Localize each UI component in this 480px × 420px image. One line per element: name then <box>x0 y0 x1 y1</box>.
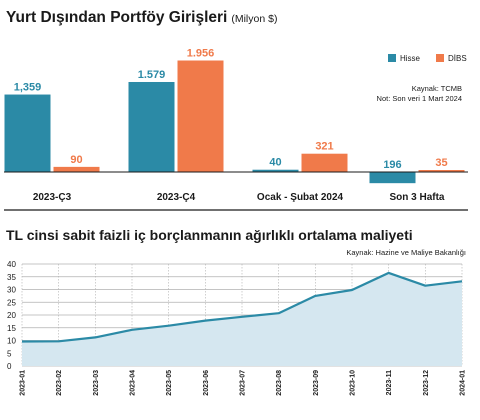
cost-line <box>21 271 463 343</box>
x-tick-label: 2023-10 <box>350 370 357 396</box>
source-note: Kaynak: TCMB <box>412 84 462 93</box>
x-tick-label: 2023-02 <box>56 370 63 396</box>
x-tick-label: 2023-04 <box>130 370 137 396</box>
chart-title-2: TL cinsi sabit faizli iç borçlanmanın ağ… <box>6 227 413 243</box>
x-tick-label: 2023-11 <box>386 370 393 395</box>
x-tick-label: 2023-06 <box>203 370 210 396</box>
bar-hisse-0 <box>4 94 51 172</box>
category-labels: 2023-Ç3 2023-Ç4 Ocak - Şubat 2024 Son 3 Haf… <box>33 192 445 203</box>
bar-value-label: 1.579 <box>138 69 166 81</box>
y-axis-ticks: 0 5 10 15 20 25 30 35 40 <box>7 260 16 371</box>
bar-dibs-3 <box>418 170 465 172</box>
x-axis-ticks: 2023-01 2023-02 2023-03 2023-04 2023-05 2023-… <box>20 370 467 396</box>
bar-hisse-2 <box>252 169 299 172</box>
category-label-3: Son 3 Hafta <box>389 192 444 203</box>
y-tick-label: 25 <box>7 298 16 307</box>
y-tick-label: 35 <box>7 273 16 282</box>
x-tick-label: 2023-12 <box>423 370 430 396</box>
category-label-0: 2023-Ç3 <box>33 192 72 203</box>
x-tick-label: 2024-01 <box>460 370 467 396</box>
y-tick-label: 5 <box>7 349 12 358</box>
bar-hisse-3 <box>369 172 416 184</box>
legend-swatch-hisse <box>388 54 396 62</box>
y-tick-label: 30 <box>7 286 16 295</box>
source-note-2: Kaynak: Hazine ve Maliye Bakanlığı <box>346 248 466 257</box>
x-tick-label: 2023-08 <box>276 370 283 396</box>
chart-title: Yurt Dışından Portföy Girişleri (Milyon $… <box>6 9 277 26</box>
x-tick-label: 2023-01 <box>20 370 27 396</box>
portfolio-inflows-chart: Yurt Dışından Portföy Girişleri (Milyon $… <box>4 9 468 211</box>
legend-label-hisse: Hisse <box>400 54 421 63</box>
bar-value-label: 40 <box>269 157 281 169</box>
legend-swatch-dibs <box>436 54 444 62</box>
bar-dibs-2 <box>301 153 348 172</box>
area-fill <box>22 272 462 366</box>
bar-value-label: 196 <box>383 159 401 171</box>
date-note: Not: Son veri 1 Mart 2024 <box>377 94 462 103</box>
bar-group: 1,359 90 1.579 1.956 40 321 196 35 <box>4 48 465 184</box>
y-tick-label: 15 <box>7 324 16 333</box>
bar-value-label: 321 <box>315 141 333 153</box>
bar-value-label: 90 <box>70 154 82 166</box>
category-label-2: Ocak - Şubat 2024 <box>257 192 344 203</box>
y-tick-label: 10 <box>7 337 16 346</box>
bar-value-label: 35 <box>435 157 447 169</box>
y-tick-label: 20 <box>7 311 16 320</box>
y-tick-label: 40 <box>7 260 16 269</box>
bar-value-label: 1,359 <box>14 82 42 94</box>
x-tick-label: 2023-03 <box>93 370 100 396</box>
x-tick-label: 2023-09 <box>313 370 320 396</box>
y-tick-label: 0 <box>7 362 12 371</box>
bar-dibs-0 <box>53 166 100 172</box>
bar-hisse-1 <box>128 81 175 172</box>
category-label-1: 2023-Ç4 <box>157 192 196 203</box>
borrowing-cost-chart: TL cinsi sabit faizli iç borçlanmanın ağ… <box>6 227 467 396</box>
x-tick-label: 2023-05 <box>166 370 173 396</box>
bar-value-label: 1.956 <box>187 48 215 60</box>
bar-dibs-1 <box>177 60 224 173</box>
legend-label-dibs: DİBS <box>448 54 467 63</box>
x-tick-label: 2023-07 <box>240 370 247 396</box>
